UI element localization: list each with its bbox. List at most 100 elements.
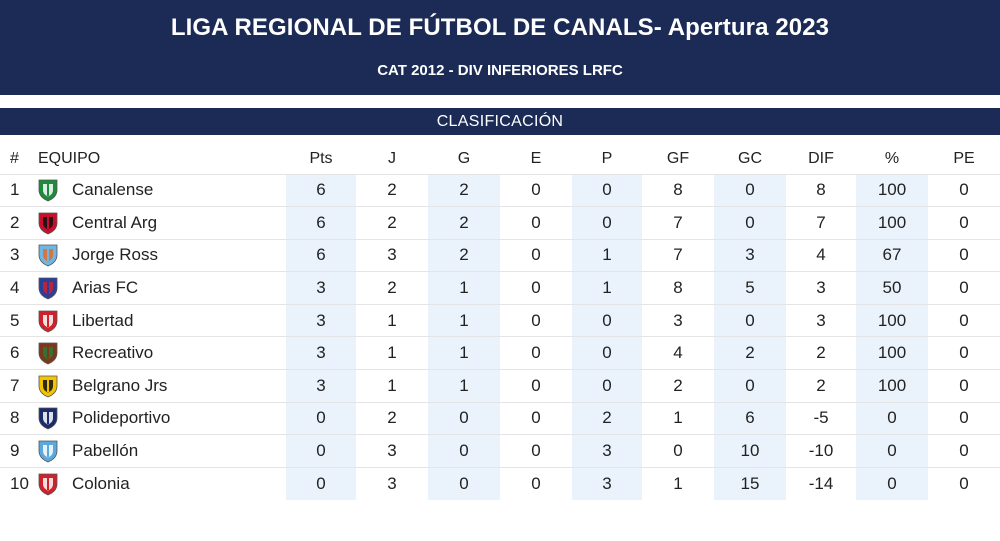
table-row: 4 Arias FC 3 2 1 0 1 8 5 3 50 0 <box>0 271 1000 305</box>
cell-gc: 5 <box>714 271 786 305</box>
cell-team: Belgrano Jrs <box>36 369 286 403</box>
cell-gf: 1 <box>642 466 714 500</box>
cell-e: 0 <box>500 401 572 435</box>
cell-team: Arias FC <box>36 271 286 305</box>
cell-p: 3 <box>572 434 642 468</box>
cell-pts: 0 <box>286 401 356 435</box>
cell-pct: 0 <box>856 466 928 500</box>
cell-e: 0 <box>500 434 572 468</box>
libertad-crest-icon <box>36 309 60 333</box>
cell-dif: 2 <box>786 369 856 403</box>
cell-gc: 15 <box>714 466 786 500</box>
col-header-pct: % <box>884 150 900 168</box>
team-name: Polideportivo <box>72 408 171 428</box>
cell-e: 0 <box>500 238 572 272</box>
cell-position: 6 <box>0 336 36 370</box>
cell-gc: 10 <box>714 434 786 468</box>
page-header: LIGA REGIONAL DE FÚTBOL DE CANALS- Apert… <box>0 0 1000 95</box>
cell-p: 3 <box>572 466 642 500</box>
cell-team: Jorge Ross <box>36 238 286 272</box>
cell-team: Colonia <box>36 466 286 500</box>
cell-pct: 0 <box>856 401 928 435</box>
col-header-e: E <box>530 150 542 168</box>
belgrano-jrs-crest-icon <box>36 374 60 398</box>
cell-dif: 3 <box>786 271 856 305</box>
cell-e: 0 <box>500 271 572 305</box>
cell-g: 0 <box>428 466 500 500</box>
team-name: Belgrano Jrs <box>72 375 168 395</box>
cell-gf: 7 <box>642 238 714 272</box>
cell-gc: 0 <box>714 369 786 403</box>
cell-pct: 100 <box>856 206 928 240</box>
cell-g: 2 <box>428 238 500 272</box>
cell-p: 1 <box>572 238 642 272</box>
pabellon-crest-icon <box>36 439 60 463</box>
cell-dif: -14 <box>786 466 856 500</box>
cell-j: 1 <box>356 336 428 370</box>
cell-pts: 0 <box>286 466 356 500</box>
standings-body: 1 Canalense 6 2 2 0 0 8 0 8 100 0 2 Central Arg 6 2 2 0 0 7… <box>0 173 1000 500</box>
cell-gc: 6 <box>714 401 786 435</box>
team-name: Pabellón <box>72 441 139 461</box>
cell-p: 0 <box>572 303 642 337</box>
cell-pe: 0 <box>928 434 1000 468</box>
col-header-p: P <box>601 150 613 168</box>
cell-team: Central Arg <box>36 206 286 240</box>
cell-pts: 6 <box>286 173 356 207</box>
cell-position: 9 <box>0 434 36 468</box>
cell-j: 3 <box>356 238 428 272</box>
col-header-gc: GC <box>738 150 762 168</box>
cell-gf: 2 <box>642 369 714 403</box>
cell-gc: 3 <box>714 238 786 272</box>
table-row: 1 Canalense 6 2 2 0 0 8 0 8 100 0 <box>0 173 1000 207</box>
cell-g: 2 <box>428 206 500 240</box>
cell-dif: 7 <box>786 206 856 240</box>
cell-gc: 2 <box>714 336 786 370</box>
cell-g: 2 <box>428 173 500 207</box>
central-arg-crest-icon <box>36 211 60 235</box>
cell-j: 3 <box>356 434 428 468</box>
cell-pe: 0 <box>928 271 1000 305</box>
table-row: 2 Central Arg 6 2 2 0 0 7 0 7 100 0 <box>0 206 1000 240</box>
recreativo-crest-icon <box>36 341 60 365</box>
cell-position: 2 <box>0 206 36 240</box>
team-name: Canalense <box>72 180 154 200</box>
cell-gf: 3 <box>642 303 714 337</box>
cell-position: 10 <box>0 466 36 500</box>
team-name: Arias FC <box>72 278 139 298</box>
cell-position: 5 <box>0 303 36 337</box>
table-row: 6 Recreativo 3 1 1 0 0 4 2 2 100 0 <box>0 336 1000 370</box>
cell-e: 0 <box>500 173 572 207</box>
cell-position: 3 <box>0 238 36 272</box>
cell-p: 0 <box>572 173 642 207</box>
cell-team: Canalense <box>36 173 286 207</box>
cell-j: 1 <box>356 369 428 403</box>
team-name: Jorge Ross <box>72 245 158 265</box>
cell-p: 0 <box>572 369 642 403</box>
cell-g: 1 <box>428 303 500 337</box>
cell-j: 2 <box>356 206 428 240</box>
standings-table: # EQUIPO Pts J G E P GF GC DIF % PE 1 Can… <box>0 145 1000 500</box>
col-header-pe: PE <box>953 150 975 168</box>
cell-gf: 0 <box>642 434 714 468</box>
cell-g: 1 <box>428 369 500 403</box>
cell-g: 1 <box>428 336 500 370</box>
cell-pe: 0 <box>928 336 1000 370</box>
table-row: 3 Jorge Ross 6 3 2 0 1 7 3 4 67 0 <box>0 238 1000 272</box>
team-name: Recreativo <box>72 343 154 363</box>
cell-pe: 0 <box>928 369 1000 403</box>
cell-pe: 0 <box>928 466 1000 500</box>
page-subtitle: CAT 2012 - DIV INFERIORES LRFC <box>377 62 623 79</box>
cell-j: 2 <box>356 401 428 435</box>
arias-fc-crest-icon <box>36 276 60 300</box>
col-header-team: EQUIPO <box>38 150 101 168</box>
col-header-position: # <box>10 150 19 168</box>
section-title: CLASIFICACIÓN <box>0 108 1000 135</box>
cell-pts: 3 <box>286 369 356 403</box>
cell-gf: 4 <box>642 336 714 370</box>
table-row: 10 Colonia 0 3 0 0 3 1 15 -14 0 0 <box>0 466 1000 500</box>
cell-g: 0 <box>428 401 500 435</box>
cell-dif: 2 <box>786 336 856 370</box>
cell-p: 1 <box>572 271 642 305</box>
col-header-pts: Pts <box>309 150 333 168</box>
